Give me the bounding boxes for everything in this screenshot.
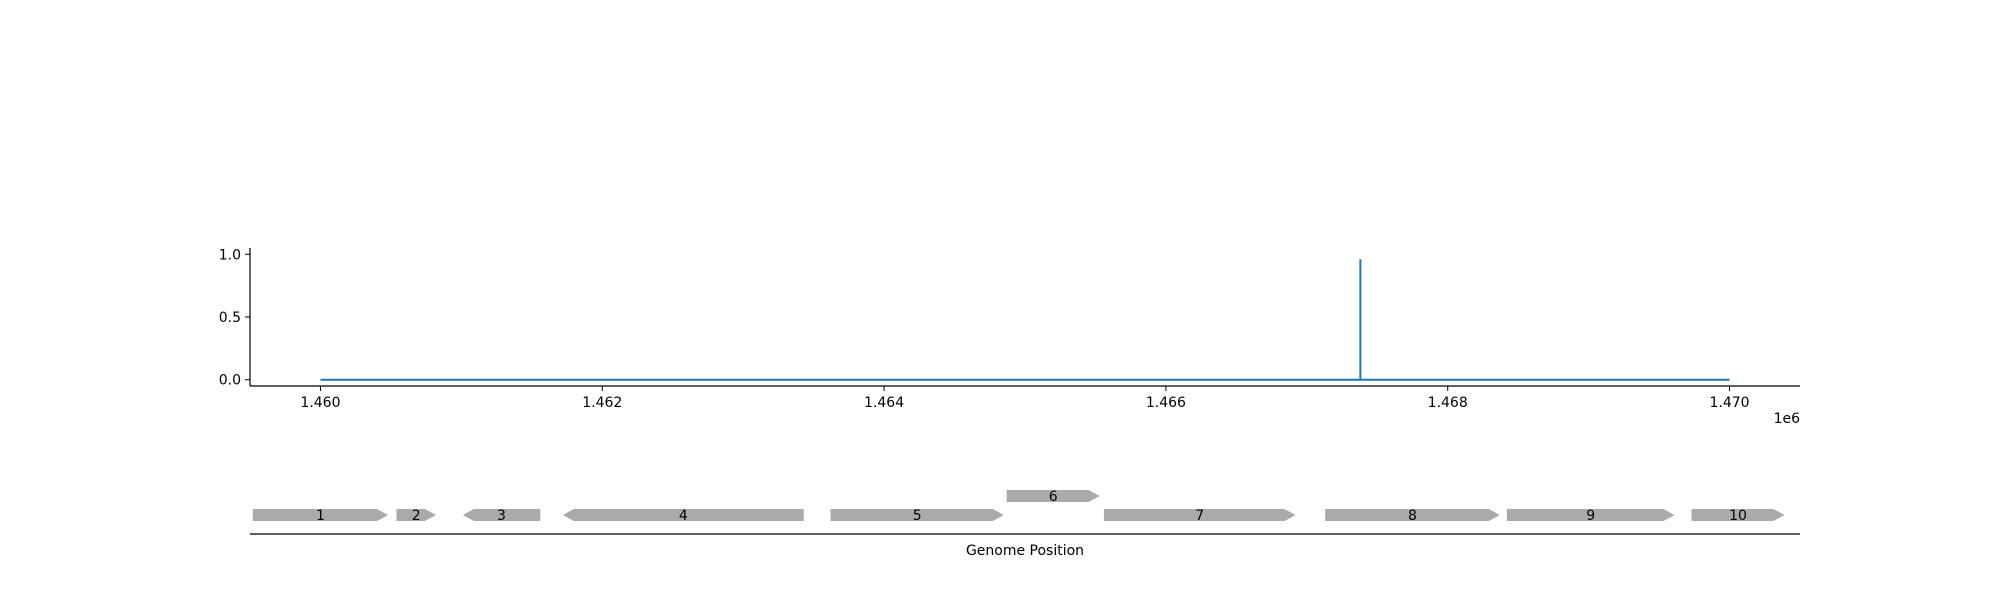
x-tick-label: 1.468	[1428, 395, 1468, 411]
gene-label: 6	[1049, 489, 1058, 505]
gene-3: 3	[462, 508, 541, 524]
gene-4: 4	[562, 508, 804, 524]
y-tick-label: 0.5	[219, 310, 241, 326]
gene-label: 9	[1586, 508, 1595, 524]
signal-line	[320, 259, 1730, 381]
y-tick-label: 1.0	[219, 247, 241, 263]
gene-label: 4	[679, 508, 688, 524]
gene-label: 1	[316, 508, 325, 524]
x-tick-label: 1.460	[300, 395, 340, 411]
x-tick-label: 1.464	[864, 395, 904, 411]
gene-10: 10	[1691, 508, 1785, 524]
x-tick-label: 1.470	[1709, 395, 1749, 411]
gene-1: 1	[252, 508, 389, 524]
gene-label: 3	[497, 508, 506, 524]
gene-arrow	[830, 509, 1004, 521]
signal-marks	[320, 259, 1730, 381]
gene-arrow	[1006, 490, 1100, 502]
gene-label: 2	[412, 508, 421, 524]
gene-arrow	[1103, 509, 1296, 521]
gene-arrow	[396, 509, 436, 521]
gene-arrow	[1691, 509, 1785, 521]
gene-7: 7	[1103, 508, 1296, 524]
gene-9: 9	[1506, 508, 1675, 524]
gene-8: 8	[1325, 508, 1500, 524]
x-axis-offset-label: 1e6	[1774, 411, 1801, 427]
gene-arrow	[1506, 509, 1675, 521]
y-ticks: 0.0 0.5 1.0	[219, 247, 250, 389]
gene-arrow	[1325, 509, 1500, 521]
x-tick-label: 1.462	[582, 395, 622, 411]
gene-label: 8	[1408, 508, 1417, 524]
y-tick-label: 0.0	[219, 373, 241, 389]
x-tick-label: 1.466	[1146, 395, 1186, 411]
gene-5: 5	[830, 508, 1004, 524]
gene-label: 10	[1729, 508, 1747, 524]
x-ticks: 1.460 1.462 1.464 1.466 1.468 1.470	[300, 386, 1750, 411]
gene-track: 1 2 3 4 5 6 7 8 9 10 Genome Position	[250, 489, 1800, 559]
x-axis-title: Genome Position	[966, 543, 1084, 559]
gene-6: 6	[1006, 489, 1100, 505]
gene-arrow	[562, 509, 804, 521]
gene-label: 5	[913, 508, 922, 524]
gene-arrow	[462, 509, 541, 521]
signal-plot: 1.460 1.462 1.464 1.466 1.468 1.470 0.0 0.5 1.0…	[219, 247, 1800, 427]
gene-label: 7	[1195, 508, 1204, 524]
gene-marks: 1 2 3 4 5 6 7 8 9 10	[252, 489, 1785, 524]
gene-2: 2	[396, 508, 436, 524]
gene-arrow	[252, 509, 389, 521]
